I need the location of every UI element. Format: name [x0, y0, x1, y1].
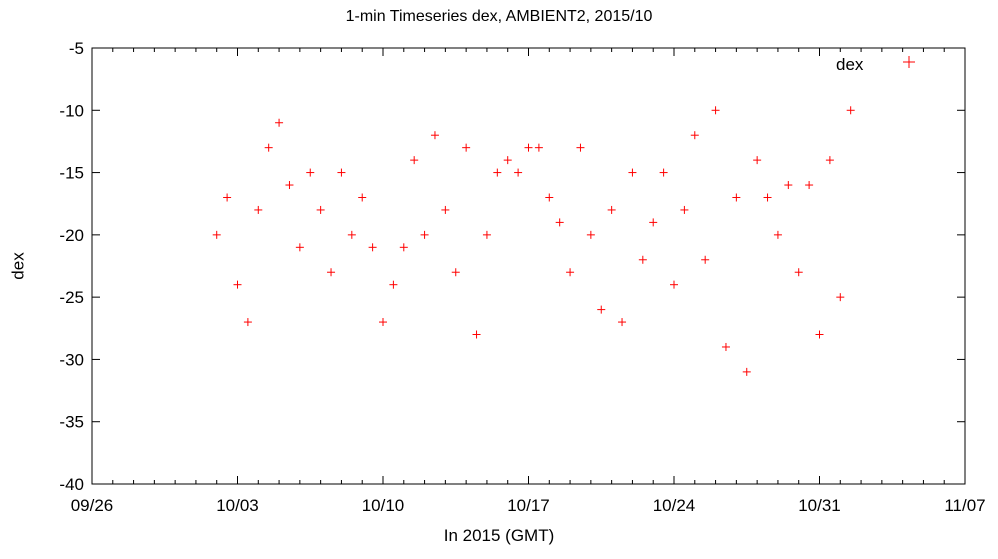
data-point: [555, 218, 564, 227]
data-point: [753, 156, 762, 165]
data-point: [462, 143, 471, 152]
data-point: [711, 106, 720, 115]
data-point: [472, 330, 481, 339]
plot-area-frame: [91, 47, 966, 485]
data-point: [805, 181, 814, 190]
data-point: [306, 168, 315, 177]
x-axis-label: In 2015 (GMT): [443, 526, 555, 545]
legend-marker-icon: [903, 56, 915, 68]
data-point: [243, 318, 252, 327]
data-point: [285, 181, 294, 190]
data-point: [233, 280, 242, 289]
y-tick-label: -10: [59, 101, 84, 120]
data-point: [420, 230, 429, 239]
data-point: [503, 156, 512, 165]
data-point: [576, 143, 585, 152]
data-point: [732, 193, 741, 202]
data-point: [659, 168, 668, 177]
data-point: [295, 243, 304, 252]
data-point: [784, 181, 793, 190]
data-point: [690, 131, 699, 140]
data-point: [430, 131, 439, 140]
x-tick-label: 10/24: [653, 496, 696, 515]
chart-title: 1-min Timeseries dex, AMBIENT2, 2015/10: [345, 8, 653, 25]
data-point: [721, 342, 730, 351]
data-point: [524, 143, 533, 152]
data-point: [493, 168, 502, 177]
x-tick-label: 10/31: [798, 496, 841, 515]
data-point: [399, 243, 408, 252]
data-point: [545, 193, 554, 202]
data-point: [638, 255, 647, 264]
data-point: [607, 205, 616, 214]
data-point: [358, 193, 367, 202]
y-tick-label: -5: [69, 39, 84, 58]
data-point: [316, 205, 325, 214]
data-point: [223, 193, 232, 202]
x-tick-label: 09/26: [71, 496, 114, 515]
x-tick-label: 10/17: [507, 496, 550, 515]
y-tick-label: -25: [59, 288, 84, 307]
data-point: [451, 268, 460, 277]
data-point: [441, 205, 450, 214]
data-point: [773, 230, 782, 239]
legend-label: dex: [836, 55, 864, 74]
data-point: [410, 156, 419, 165]
data-point: [337, 168, 346, 177]
data-point: [566, 268, 575, 277]
y-tick-label: -15: [59, 164, 84, 183]
data-point: [347, 230, 356, 239]
data-point: [534, 143, 543, 152]
data-point: [264, 143, 273, 152]
data-point: [514, 168, 523, 177]
data-point: [389, 280, 398, 289]
data-point: [815, 330, 824, 339]
x-tick-label: 10/10: [362, 496, 405, 515]
data-point: [794, 268, 803, 277]
data-point: [327, 268, 336, 277]
data-point: [618, 318, 627, 327]
data-point: [825, 156, 834, 165]
data-point: [846, 106, 855, 115]
data-point: [670, 280, 678, 289]
data-point: [742, 367, 751, 376]
y-tick-label: -20: [59, 226, 84, 245]
data-point: [275, 118, 284, 127]
axis-ticks: -5 -10 -15 -20 -25 -30 -35 -40 09/26 10/03 10/10 10…: [59, 39, 985, 515]
data-point: [368, 243, 377, 252]
data-point: [836, 293, 845, 302]
data-point: [597, 305, 606, 314]
x-tick-label: 11/07: [944, 496, 985, 515]
data-point: [586, 230, 595, 239]
y-tick-label: -35: [59, 413, 84, 432]
data-point: [379, 318, 387, 327]
data-points: [212, 106, 855, 376]
y-tick-label: -40: [59, 475, 84, 494]
data-point: [649, 218, 658, 227]
y-tick-label: -30: [59, 350, 84, 369]
data-point: [701, 255, 710, 264]
data-point: [482, 230, 491, 239]
x-tick-label: 10/03: [216, 496, 259, 515]
data-point: [680, 205, 689, 214]
data-point: [212, 230, 221, 239]
data-point: [628, 168, 637, 177]
data-point: [254, 205, 263, 214]
data-point: [763, 193, 772, 202]
